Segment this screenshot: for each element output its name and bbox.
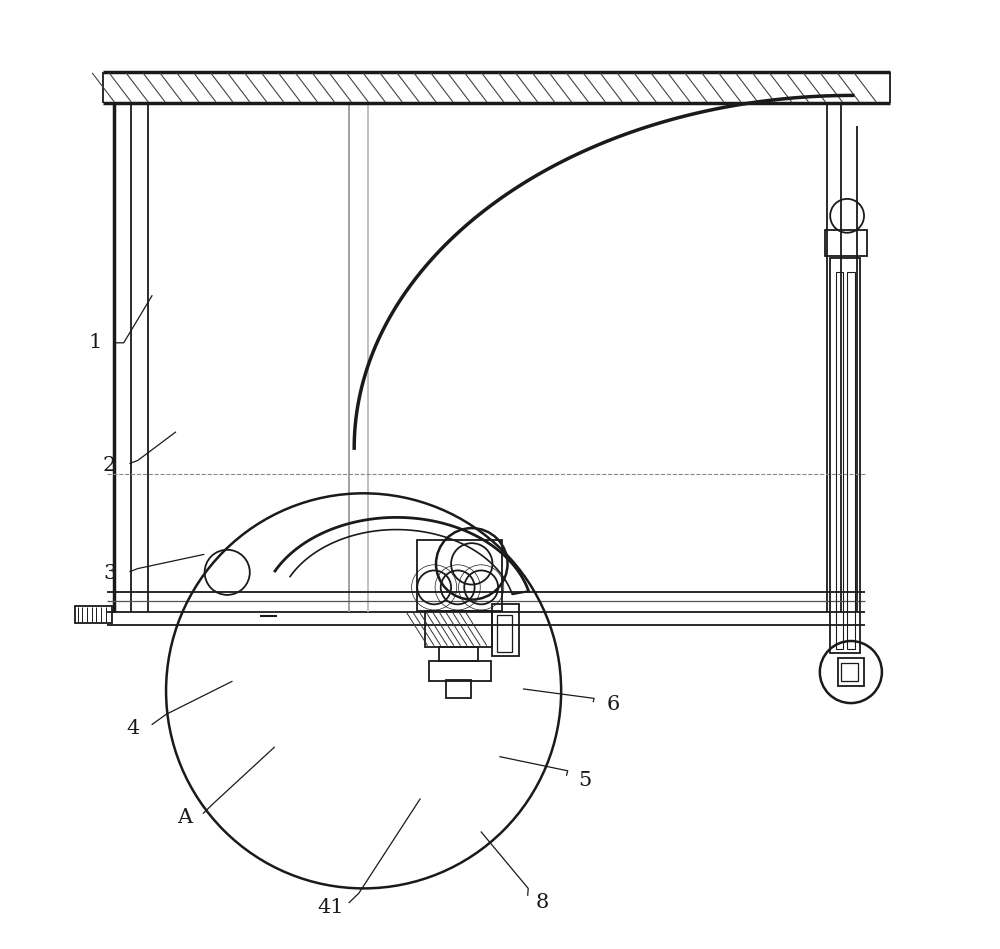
Bar [841,662,858,681]
Bar [417,540,502,611]
Text: 6: 6 [606,696,620,715]
Bar [429,661,491,681]
Bar [838,658,864,686]
Bar [830,258,860,653]
Bar [75,606,112,623]
Bar [847,272,855,648]
Bar [825,230,867,256]
Bar [497,615,512,652]
Text: 2: 2 [103,456,116,474]
Bar [492,605,519,656]
Bar [425,611,492,646]
Bar [446,679,471,698]
Bar [836,272,843,648]
Text: 8: 8 [536,893,549,912]
Text: 4: 4 [127,719,140,738]
Text: A: A [177,809,192,828]
Text: 5: 5 [578,771,591,790]
Text: 3: 3 [103,564,116,583]
Text: 1: 1 [89,333,102,352]
Text: 41: 41 [317,898,344,917]
Bar [439,646,478,661]
